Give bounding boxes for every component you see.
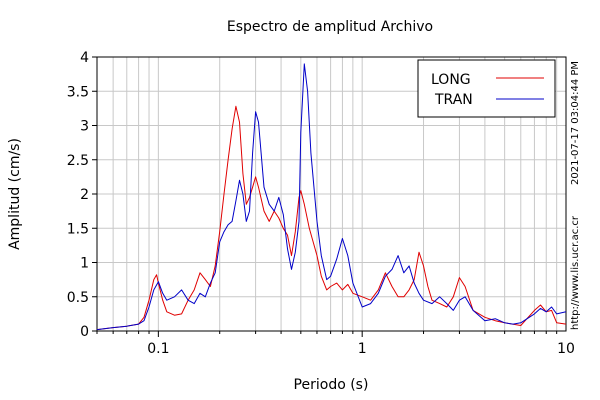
source-url-text: http://www.lis.ucr.ac.cr (570, 215, 581, 330)
y-axis-label: Amplitud (cm/s) (7, 138, 23, 250)
legend-label-long: LONG (431, 72, 471, 88)
series-line-long (96, 105, 567, 331)
y-tick-label: 1.5 (67, 221, 89, 237)
x-tick-label: 10 (557, 341, 575, 357)
y-tick-label: 3.5 (67, 84, 89, 100)
x-axis-label: Periodo (s) (294, 377, 369, 393)
legend-label-tran: TRAN (434, 92, 473, 108)
chart-title: Espectro de amplitud Archivo (227, 19, 433, 35)
y-tick-label: 1 (80, 256, 89, 272)
y-tick-label: 4 (80, 50, 89, 66)
y-tick-label: 3 (80, 119, 89, 135)
y-tick-label: 2 (80, 187, 89, 203)
x-tick-label: 0.1 (147, 341, 169, 357)
ticks: 0 0.5 1 1.5 2 2.5 3 3.5 4 0.1 1 10 (67, 50, 575, 357)
timestamp-text: 2021-07-17 03:04:44 PM (570, 61, 581, 185)
legend-box (417, 59, 556, 118)
y-tick-label: 0.5 (67, 290, 89, 306)
y-tick-label: 2.5 (67, 153, 89, 169)
legend: LONG TRAN (417, 59, 556, 118)
series-layer (96, 63, 567, 331)
series-line-tran (96, 63, 567, 331)
x-tick-label: 1 (358, 341, 367, 357)
grid (96, 56, 566, 332)
y-tick-label: 0 (80, 324, 89, 340)
